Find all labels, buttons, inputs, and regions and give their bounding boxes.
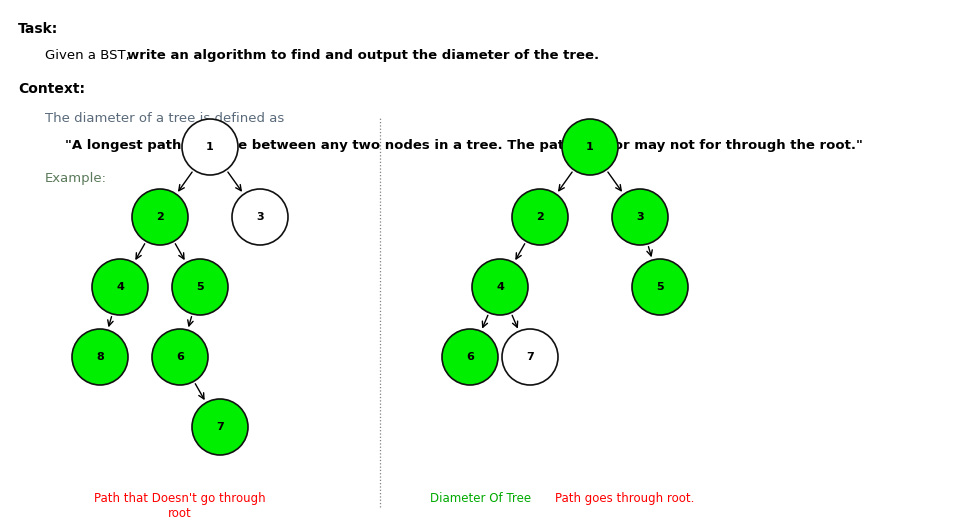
Text: write an algorithm to find and output the diameter of the tree.: write an algorithm to find and output th… [127,49,599,62]
Text: 5: 5 [656,282,664,292]
Circle shape [472,259,528,315]
Text: Context:: Context: [18,82,85,96]
Text: 3: 3 [256,212,264,222]
Circle shape [502,329,558,385]
Circle shape [132,189,188,245]
Text: 1: 1 [586,142,594,152]
Text: 4: 4 [117,282,124,292]
Circle shape [632,259,688,315]
Circle shape [152,329,208,385]
Circle shape [442,329,498,385]
Text: 3: 3 [637,212,644,222]
Text: Path goes through root.: Path goes through root. [555,492,694,505]
Text: 5: 5 [196,282,204,292]
Text: 2: 2 [536,212,544,222]
Text: 8: 8 [96,352,104,362]
Text: Given a BST,: Given a BST, [45,49,134,62]
Circle shape [72,329,128,385]
Text: Example:: Example: [45,172,107,185]
Circle shape [562,119,618,175]
Text: Task:: Task: [18,22,58,36]
Circle shape [612,189,668,245]
Circle shape [92,259,148,315]
Text: The diameter of a tree is defined as: The diameter of a tree is defined as [45,112,284,125]
Text: 6: 6 [466,352,474,362]
Text: 7: 7 [526,352,534,362]
Text: 1: 1 [206,142,214,152]
Circle shape [232,189,288,245]
Text: "A longest path or route between any two nodes in a tree. The path may or may no: "A longest path or route between any two… [65,139,863,152]
Circle shape [192,399,248,455]
Text: 2: 2 [156,212,164,222]
Text: Path that Doesn't go through
root: Path that Doesn't go through root [94,492,266,520]
Circle shape [512,189,568,245]
Text: 7: 7 [216,422,223,432]
Circle shape [182,119,238,175]
Text: 4: 4 [496,282,504,292]
Circle shape [172,259,228,315]
Text: Diameter Of Tree: Diameter Of Tree [430,492,532,505]
Text: 6: 6 [176,352,184,362]
